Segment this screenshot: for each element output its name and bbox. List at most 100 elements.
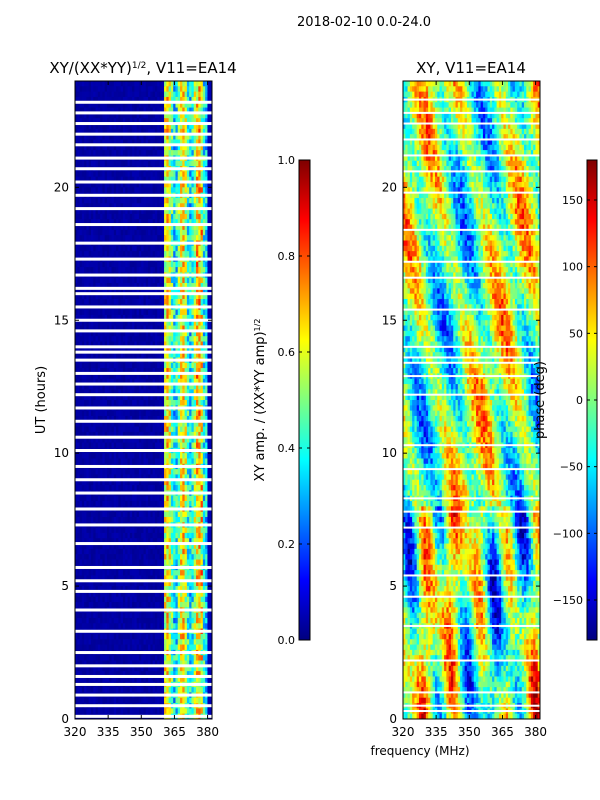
amplitude-cell [86,251,90,257]
amplitude-cell [159,203,163,210]
amplitude-cell [129,341,133,348]
amplitude-cell [113,362,117,369]
amplitude-cell [196,128,199,135]
amplitude-cell [132,245,135,252]
amplitude-cell [138,389,142,396]
amplitude-cell [111,107,115,114]
amplitude-cell [177,389,181,396]
amplitude-cell [193,320,197,327]
amplitude-cell [173,501,176,507]
amplitude-cell [164,219,167,226]
amplitude-cell [138,144,142,151]
amplitude-cell [86,415,90,422]
amplitude-cell [175,410,179,417]
amplitude-cell [81,501,85,507]
amplitude-cell [175,144,179,151]
amplitude-cell [88,501,92,507]
amplitude-cell [141,91,144,98]
amplitude-cell [77,203,81,210]
amplitude-cell [166,81,170,87]
amplitude-cell [127,394,131,401]
amplitude-cell [125,261,129,268]
amplitude-cell [120,261,124,268]
amplitude-cell [106,330,110,337]
amplitude-cell [102,245,106,252]
amplitude-cell [198,458,202,465]
amplitude-cell [200,91,204,98]
amplitude-cell [184,298,188,305]
amplitude-cell [143,123,147,130]
amplitude-cell [152,373,156,380]
amplitude-cell [88,474,92,481]
amplitude-cell [191,261,195,268]
amplitude-cell [141,171,144,178]
amplitude-cell [182,128,186,135]
amplitude-cell [100,458,103,465]
amplitude-cell [207,112,211,119]
amplitude-cell [79,123,83,130]
amplitude-cell [207,325,211,332]
amplitude-cell [127,219,131,226]
amplitude-cell [209,421,212,428]
amplitude-cell [129,410,133,417]
amplitude-cell [200,501,204,507]
amplitude-cell [161,267,165,273]
amplitude-cell [191,277,195,284]
amplitude-cell [189,171,192,178]
amplitude-cell [81,389,85,396]
amplitude-cell [170,362,174,369]
amplitude-cell [104,485,108,491]
amplitude-cell [205,501,208,507]
amplitude-cell [129,400,133,406]
amplitude-cell [86,394,90,401]
amplitude-cell [88,81,92,87]
amplitude-cell [184,81,188,87]
amplitude-cell [100,389,103,396]
amplitude-cell [79,160,83,167]
amplitude-cell [177,197,181,204]
amplitude-cell [106,458,110,465]
amplitude-cell [111,261,115,268]
amplitude-cell [150,160,154,167]
amplitude-cell [100,368,103,374]
amplitude-cell [152,511,156,518]
amplitude-cell [136,410,140,417]
amplitude-cell [109,426,113,433]
amplitude-cell [79,341,83,348]
amplitude-cell [148,288,151,295]
amplitude-cell [145,224,149,231]
amplitude-cell [77,320,81,327]
amplitude-cell [100,341,103,348]
amplitude-cell [161,442,165,449]
amplitude-cell [184,267,188,273]
amplitude-cell [166,320,170,327]
amplitude-cell [95,229,99,236]
amplitude-cell [141,330,144,337]
amplitude-cell [189,150,192,156]
amplitude-cell [154,421,158,428]
amplitude-cell [81,176,85,183]
amplitude-cell [145,235,149,241]
amplitude-cell [173,251,176,257]
amplitude-cell [157,453,160,459]
amplitude-cell [148,400,151,406]
amplitude-cell [88,511,92,518]
amplitude-cell [150,474,154,481]
amplitude-cell [100,421,103,428]
amplitude-cell [177,479,181,486]
amplitude-cell [161,288,165,295]
amplitude-cell [186,208,190,215]
amplitude-cell [196,469,199,475]
amplitude-cell [209,495,212,502]
amplitude-cell [164,314,167,321]
amplitude-cell [170,298,174,305]
amplitude-cell [145,511,149,518]
amplitude-cell [193,330,197,337]
amplitude-cell [166,352,170,358]
amplitude-cell [111,421,115,428]
amplitude-cell [166,389,170,396]
amplitude-cell [129,501,133,507]
amplitude-cell [106,128,110,135]
amplitude-cell [136,176,140,183]
amplitude-cell [136,208,140,215]
